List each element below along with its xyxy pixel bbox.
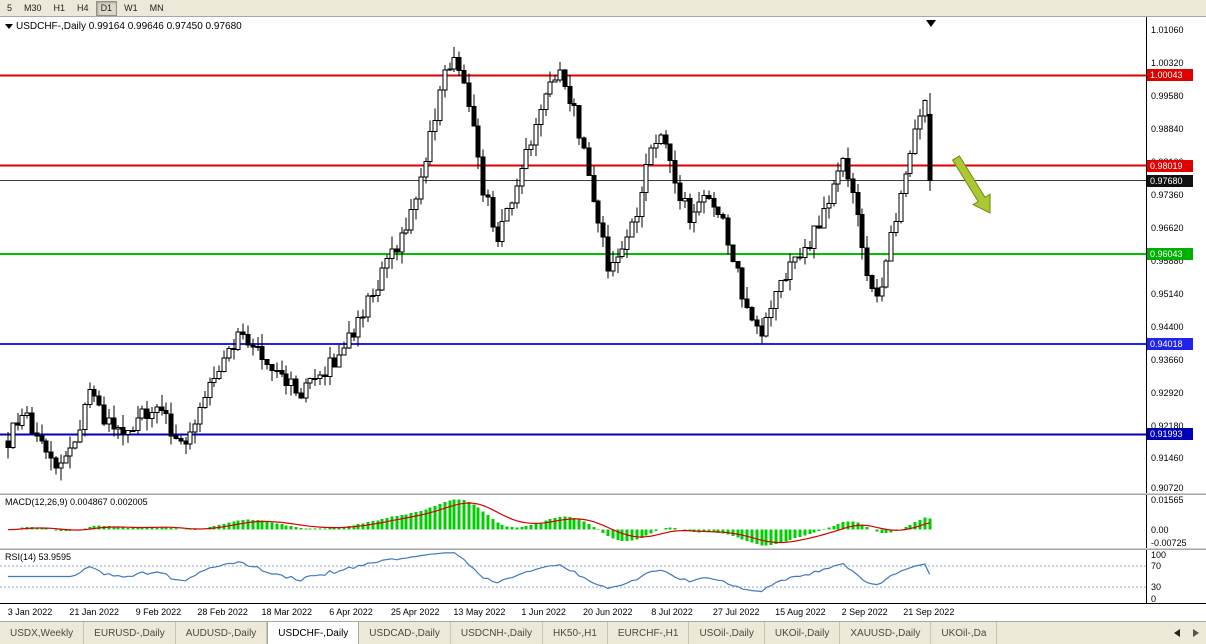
- macd-chart: [7, 499, 932, 546]
- macd-panel: MACD(12,26,9) 0.004867 0.002005 0.01565 0…: [0, 495, 1206, 548]
- date-label: 15 Aug 2022: [775, 607, 826, 617]
- tab-hk50-h1[interactable]: HK50-,H1: [543, 622, 608, 644]
- date-label: 3 Jan 2022: [7, 607, 53, 617]
- price-tick-label: 0.96620: [1151, 223, 1184, 233]
- tab-usdcad-daily[interactable]: USDCAD-,Daily: [359, 622, 451, 644]
- tab-scroll-left-button[interactable]: [1169, 626, 1184, 641]
- price-line-tag: 0.98019: [1147, 159, 1193, 172]
- rsi-panel: RSI(14) 53.9595 100 70 30 0: [0, 550, 1206, 604]
- chart-symbol-label: USDCHF-,Daily: [16, 21, 86, 32]
- price-chart-panel: USDCHF-,Daily 0.99164 0.99646 0.97450 0.…: [0, 17, 1206, 493]
- price-tick-label: 0.91460: [1151, 453, 1184, 464]
- price-line-tag: 0.91993: [1147, 428, 1193, 441]
- rsi-tick-label: 70: [1151, 560, 1162, 571]
- candlestick-chart: [0, 47, 1146, 481]
- date-label: 6 Apr 2022: [329, 607, 373, 617]
- price-chart-canvas[interactable]: USDCHF-,Daily 0.99164 0.99646 0.97450 0.…: [0, 17, 1146, 493]
- price-tick-label: 0.93660: [1151, 355, 1184, 366]
- tab-ukoil-daily[interactable]: UKOil-,Daily: [765, 622, 841, 644]
- price-line-tag: 1.00043: [1147, 69, 1193, 82]
- date-label: 2 Sep 2022: [841, 607, 888, 617]
- chart-title: USDCHF-,Daily 0.99164 0.99646 0.97450 0.…: [5, 21, 242, 32]
- macd-tick-label: -0.00725: [1151, 538, 1187, 548]
- price-tick-label: 0.98840: [1151, 124, 1184, 134]
- price-tick-label: 0.90720: [1151, 483, 1184, 493]
- scroll-to-end-marker-icon[interactable]: [926, 20, 936, 27]
- time-axis: 3 Jan 2022 21 Jan 2022 9 Feb 2022 28 Feb 20…: [0, 603, 1206, 621]
- rsi-axis: 100 70 30 0: [1146, 550, 1206, 604]
- timeframe-button-h4[interactable]: H4: [72, 1, 94, 16]
- rsi-tick-label: 0: [1151, 594, 1157, 604]
- right-arrow-icon: [1192, 629, 1199, 637]
- price-line-tag: 0.96043: [1147, 247, 1193, 260]
- date-label: 18 Mar 2022: [261, 607, 313, 617]
- timeframe-button-m30[interactable]: M30: [19, 1, 47, 16]
- price-line-tag: 0.94018: [1147, 338, 1193, 351]
- rsi-canvas[interactable]: RSI(14) 53.9595: [0, 550, 1146, 603]
- date-label: 20 Jun 2022: [583, 607, 633, 617]
- date-label: 9 Feb 2022: [135, 607, 182, 617]
- tab-scroll-right-button[interactable]: [1188, 626, 1203, 641]
- price-line-tag: 0.97680: [1147, 174, 1193, 187]
- panel-splitter-rsi[interactable]: [0, 548, 1206, 550]
- left-arrow-icon: [1173, 629, 1180, 637]
- date-label: 8 Jul 2022: [651, 607, 693, 617]
- price-tick-label: 0.97360: [1151, 190, 1184, 200]
- rsi-tick-label: 100: [1151, 550, 1167, 560]
- tab-usoil-daily[interactable]: USOil-,Daily: [689, 622, 765, 644]
- timeframe-button-w1[interactable]: W1: [119, 1, 143, 16]
- date-label: 21 Jan 2022: [69, 607, 119, 617]
- panel-splitter-macd[interactable]: [0, 493, 1206, 495]
- tab-xauusd-daily[interactable]: XAUUSD-,Daily: [840, 622, 932, 644]
- tab-eurusd-daily[interactable]: EURUSD-,Daily: [84, 622, 176, 644]
- tab-audusd-daily[interactable]: AUDUSD-,Daily: [176, 622, 268, 644]
- price-tick-label: 0.92180: [1151, 421, 1184, 432]
- macd-tick-label: 0.01565: [1151, 495, 1184, 505]
- price-tick-label: 0.95880: [1151, 256, 1184, 266]
- chart-ohlc-values: 0.99164 0.99646 0.97450 0.97680: [88, 21, 242, 32]
- timeframe-button-d1[interactable]: D1: [95, 0, 118, 16]
- rsi-tick-label: 30: [1151, 582, 1162, 593]
- macd-axis: 0.01565 0.00 -0.00725: [1146, 495, 1206, 548]
- timeframe-toolbar: 5 M30 H1 H4 D1 W1 MN: [0, 0, 1206, 17]
- date-label: 28 Feb 2022: [197, 607, 248, 617]
- chart-tabs: USDX,Weekly EURUSD-,Daily AUDUSD-,Daily USD…: [0, 622, 1166, 644]
- macd-tick-label: 0.00: [1151, 524, 1169, 535]
- date-label: 21 Sep 2022: [903, 607, 955, 617]
- price-tick-label: 0.94400: [1151, 322, 1184, 332]
- date-label: 27 Jul 2022: [712, 607, 760, 617]
- date-label: 25 Apr 2022: [390, 607, 440, 617]
- price-axis: 1.010601.003200.995800.988400.981000.973…: [1146, 17, 1206, 493]
- tab-eurchf-h1[interactable]: EURCHF-,H1: [608, 622, 690, 644]
- price-tick-label: 1.00320: [1151, 57, 1184, 68]
- date-label: 13 May 2022: [453, 607, 506, 617]
- date-label: 1 Jun 2022: [521, 607, 566, 617]
- tab-usdchf-daily[interactable]: USDCHF-,Daily: [267, 622, 360, 644]
- trend-arrow-annotation[interactable]: [951, 155, 991, 214]
- timeframe-button-mn[interactable]: MN: [145, 1, 169, 16]
- tab-scroll-controls: [1166, 622, 1206, 644]
- timeframe-button-h1[interactable]: H1: [49, 1, 71, 16]
- timeframe-button-5[interactable]: 5: [2, 1, 17, 16]
- price-tick-label: 0.92920: [1151, 388, 1184, 399]
- macd-canvas[interactable]: MACD(12,26,9) 0.004867 0.002005: [0, 495, 1146, 548]
- tab-usdcnh-daily[interactable]: USDCNH-,Daily: [451, 622, 543, 644]
- tab-ukoil-da[interactable]: UKOil-,Da: [931, 622, 998, 644]
- rsi-chart: [0, 552, 1146, 593]
- price-tick-label: 0.99580: [1151, 91, 1184, 101]
- price-tick-label: 0.95140: [1151, 289, 1184, 299]
- price-tick-label: 1.01060: [1151, 24, 1184, 35]
- tab-usdx-weekly[interactable]: USDX,Weekly: [0, 622, 85, 644]
- chart-dropdown-icon[interactable]: [5, 24, 13, 29]
- chart-tabbar: USDX,Weekly EURUSD-,Daily AUDUSD-,Daily USD…: [0, 621, 1206, 644]
